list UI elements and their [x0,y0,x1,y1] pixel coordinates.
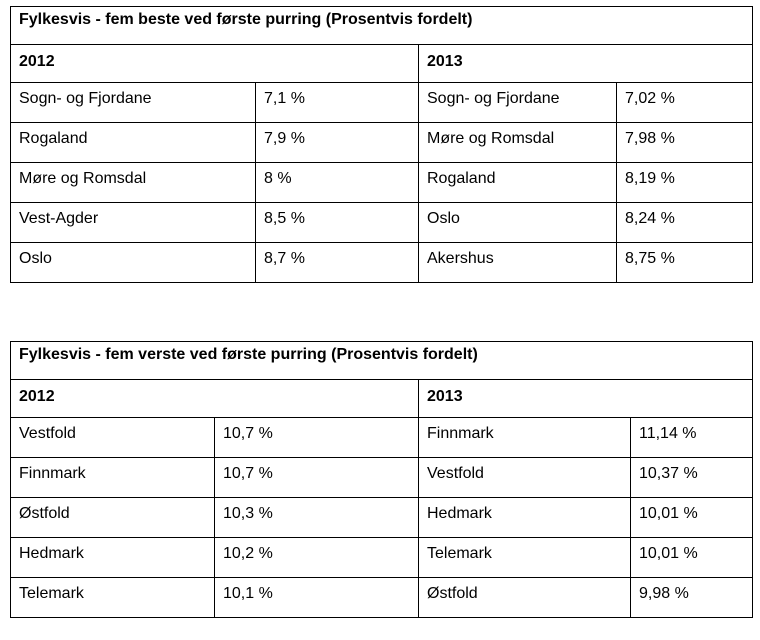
table-title: Fylkesvis - fem beste ved første purring… [9,6,754,45]
table-row: Hedmark 10,2 % Telemark 10,01 % [10,537,753,578]
county-2013: Oslo [418,202,617,243]
county-2013: Hedmark [418,497,631,538]
value-2013: 10,01 % [630,497,753,538]
table-title-row: Fylkesvis - fem verste ved første purrin… [10,341,753,380]
county-2012: Østfold [10,497,215,538]
county-2012: Finnmark [10,457,215,498]
value-2012: 10,2 % [214,537,419,578]
table-row: Telemark 10,1 % Østfold 9,98 % [10,577,753,618]
year-header-row: 2012 2013 [10,379,753,418]
table-title: Fylkesvis - fem verste ved første purrin… [10,341,753,380]
county-2012: Møre og Romsdal [10,162,256,203]
value-2012: 10,1 % [214,577,419,618]
county-2012: Hedmark [10,537,215,578]
year-header-2013: 2013 [418,379,753,418]
county-2012: Oslo [10,242,256,283]
table-row: Rogaland 7,9 % Møre og Romsdal 7,98 % [10,122,754,163]
county-2013: Akershus [418,242,617,283]
year-header-2012: 2012 [10,44,419,83]
table-row: Finnmark 10,7 % Vestfold 10,37 % [10,457,753,498]
value-2013: 8,75 % [615,242,754,283]
value-2012: 8 % [255,162,419,203]
county-2013: Telemark [418,537,631,578]
table-row: Østfold 10,3 % Hedmark 10,01 % [10,497,753,538]
table-row: Vestfold 10,7 % Finnmark 11,14 % [10,417,753,458]
value-2013: 7,02 % [615,82,754,123]
value-2013: 8,24 % [615,202,754,243]
county-2012: Vestfold [10,417,215,458]
value-2012: 10,7 % [214,417,419,458]
value-2012: 7,9 % [255,122,419,163]
county-2012: Vest-Agder [10,202,256,243]
county-2012: Sogn- og Fjordane [10,82,256,123]
value-2013: 9,98 % [630,577,753,618]
county-2013: Østfold [418,577,631,618]
value-2013: 11,14 % [630,417,753,458]
year-header-row: 2012 2013 [10,44,754,83]
county-2013: Rogaland [418,162,617,203]
value-2012: 10,3 % [214,497,419,538]
value-2013: 8,19 % [615,162,754,203]
county-2012: Rogaland [10,122,256,163]
value-2013: 10,37 % [630,457,753,498]
county-2013: Møre og Romsdal [418,122,617,163]
best-counties-table: Fylkesvis - fem beste ved første purring… [9,6,754,283]
value-2012: 10,7 % [214,457,419,498]
value-2012: 7,1 % [255,82,419,123]
table-row: Møre og Romsdal 8 % Rogaland 8,19 % [10,162,754,203]
table-row: Sogn- og Fjordane 7,1 % Sogn- og Fjordan… [10,82,754,123]
table-row: Vest-Agder 8,5 % Oslo 8,24 % [10,202,754,243]
county-2013: Vestfold [418,457,631,498]
table-row: Oslo 8,7 % Akershus 8,75 % [10,242,754,283]
table-title-row: Fylkesvis - fem beste ved første purring… [9,6,754,45]
year-header-2012: 2012 [10,379,419,418]
county-2013: Sogn- og Fjordane [418,82,617,123]
value-2013: 10,01 % [630,537,753,578]
county-2012: Telemark [10,577,215,618]
value-2013: 7,98 % [615,122,754,163]
worst-counties-table: Fylkesvis - fem verste ved første purrin… [10,341,753,618]
value-2012: 8,5 % [255,202,419,243]
county-2013: Finnmark [418,417,631,458]
year-header-2013: 2013 [417,44,754,83]
value-2012: 8,7 % [255,242,419,283]
